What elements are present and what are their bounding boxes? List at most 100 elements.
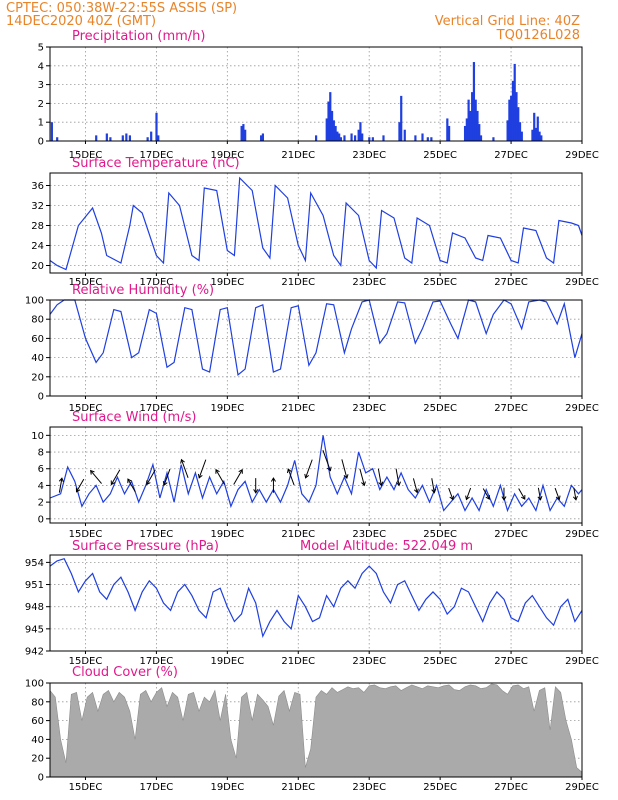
y-tick-label: 40 [31,735,44,746]
wind-arrow-shaft [90,470,102,484]
y-tick-label: 948 [25,602,44,613]
wind-arrow-head [197,473,203,479]
precip-bar [350,133,353,141]
x-tick-label: 17DEC [140,656,174,667]
wind-arrow [518,488,526,500]
x-tick-label: 21DEC [281,782,315,793]
wind-arrow-shaft [180,459,189,479]
wind-arrow-head [521,495,526,500]
panel-title: Relative Humidity (%) [72,283,214,298]
wind-arrow-head [146,480,151,486]
panel-title: Cloud Cover (%) [72,665,178,680]
precip-bar [244,129,247,141]
wind-arrow [501,487,507,501]
wind-arrow-head [58,477,64,483]
precip-bar [414,135,417,141]
x-tick-label: 19DEC [210,277,244,288]
precip-bar [472,62,476,141]
wind-arrow [482,488,490,500]
wind-arrow-head [449,495,455,501]
wind-arrow-shaft [341,459,348,479]
wind-arrow [572,487,578,501]
wind-arrow-head [180,458,185,464]
precip-bar [506,120,509,141]
y-tick-label: 945 [25,624,44,635]
precip-bar [531,129,534,141]
panel-frame [49,299,583,397]
precip-bar [368,137,371,141]
x-tick-label: 19DEC [210,782,244,793]
wind-arrow-head [537,495,543,501]
wind-arrow [215,468,225,485]
wind-arrow-shaft [198,459,207,479]
panel-title: Surface Temperature (nC) [72,156,240,171]
series-line [49,299,583,377]
precip-bar [325,118,328,141]
precip-bar [359,122,362,141]
wind-arrow-head [361,481,366,487]
precip-bar [240,125,243,141]
wind-arrow-head [286,468,292,474]
precip-bar [315,135,318,141]
panel-frame [49,172,583,274]
wind-arrow [431,478,437,494]
precip-bar [121,135,124,141]
x-tick-label: 27DEC [494,782,528,793]
panel-annotation: Model Altitude: 522.049 m [300,539,473,554]
wind-arrow-shaft [412,478,418,493]
x-tick-label: 25DEC [423,403,457,414]
precip-bar [334,125,337,141]
precip-bar [474,99,477,141]
precip-bar [479,135,483,141]
wind-arrow [412,478,419,494]
x-tick-label: 21DEC [281,277,315,288]
panel-3: 0 20 40 60 80 100 15DEC 17DEC 19DEC 21DEC 23DEC 25D… [25,283,599,414]
x-tick-label: 21DEC [281,403,315,414]
wind-arrow-head [110,480,116,486]
wind-arrow [554,487,561,501]
x-tick-label: 15DEC [69,656,103,667]
header-model-code: TQ0126L028 [496,28,580,43]
precip-bar [520,131,523,141]
precip-bar [511,80,515,141]
header-station: CPTEC: 050:38W-22:55S ASSIS (SP) [6,1,237,16]
precip-bar [155,112,158,141]
y-tick-label: 10 [31,431,44,442]
precip-bar [510,95,513,141]
wind-arrow-head [215,468,220,474]
wind-arrow-shaft [76,478,85,493]
x-tick-label: 17DEC [140,782,174,793]
x-tick-label: 27DEC [494,529,528,540]
wind-arrow [110,469,121,486]
x-tick-label: 29DEC [565,277,599,288]
x-tick-label: 27DEC [494,656,528,667]
x-tick-label: 25DEC [423,656,457,667]
precip-bar [95,135,98,141]
precip-bar [339,137,343,141]
precip-bar [467,99,470,141]
wind-arrow-head [127,478,132,484]
wind-arrow-head [555,495,561,501]
panel-frame [49,554,583,652]
precip-bar [382,135,385,141]
x-tick-label: 15DEC [69,782,103,793]
precip-bar [430,137,433,141]
x-tick-label: 23DEC [352,277,386,288]
wind-arrow-head [304,473,310,479]
header-vertical-grid: Vertical Grid Line: 40Z [435,14,580,29]
wind-arrow-head [343,474,349,480]
wind-arrow [537,487,543,501]
panel-title: Surface Wind (m/s) [72,410,196,425]
wind-arrow-shaft [518,488,526,500]
y-tick-label: 60 [31,334,44,345]
precip-bar [354,135,357,141]
wind-arrow-shaft [377,468,382,486]
wind-arrow-head [75,487,81,493]
y-tick-label: 24 [31,241,44,252]
wind-arrow-head [465,495,470,501]
wind-arrow [180,458,189,479]
wind-arrow [395,468,401,487]
precip-bar [534,127,538,141]
x-tick-label: 17DEC [140,529,174,540]
